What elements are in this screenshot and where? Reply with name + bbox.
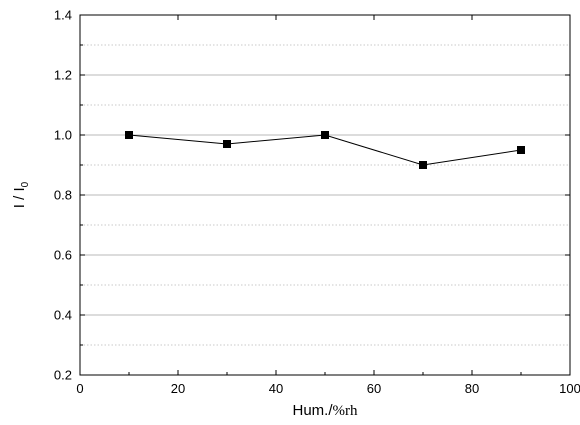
y-tick-label: 1.0 <box>54 128 72 143</box>
data-point-marker <box>419 161 427 169</box>
y-tick-label: 0.8 <box>54 188 72 203</box>
series-line <box>128 134 522 166</box>
data-point-marker <box>321 131 329 139</box>
x-tick-label: 80 <box>465 381 479 396</box>
y-tick-label: 0.4 <box>54 308 72 323</box>
axis-ticks: 0.2 0.4 0.6 0.8 1.0 1.2 1.4 0 20 40 60 80 100 <box>54 8 580 397</box>
x-tick-label: 100 <box>559 381 580 396</box>
x-tick-label: 60 <box>367 381 381 396</box>
data-point-marker <box>517 146 525 154</box>
x-tick-label: 40 <box>269 381 283 396</box>
data-point-marker <box>223 140 231 148</box>
y-tick-label: 0.2 <box>54 368 72 383</box>
x-axis-label: Hum./%rh <box>292 402 358 419</box>
y-tick-label: 1.4 <box>54 8 72 23</box>
y-axis-label: I / I0 <box>11 181 31 208</box>
series <box>125 131 525 169</box>
y-tick-label: 1.2 <box>54 68 72 83</box>
grid <box>80 44 570 346</box>
x-tick-label: 0 <box>76 381 83 396</box>
y-tick-label: 0.6 <box>54 248 72 263</box>
data-point-marker <box>125 131 133 139</box>
x-tick-label: 20 <box>171 381 185 396</box>
